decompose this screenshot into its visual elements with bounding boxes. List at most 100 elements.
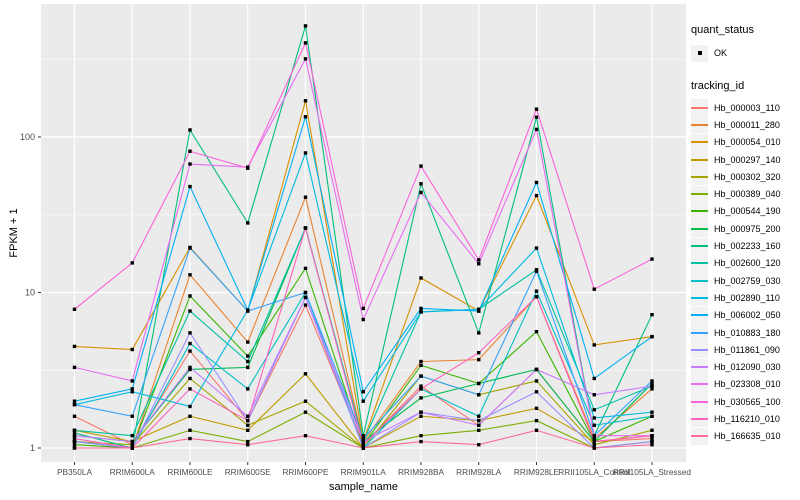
data-point (419, 276, 423, 280)
x-tick-label: RRIM928BA (398, 467, 445, 477)
legend-key (691, 99, 708, 117)
data-point (188, 428, 192, 432)
legend-key (691, 168, 708, 186)
data-point (188, 404, 192, 409)
y-tick-label: 1 (30, 443, 35, 453)
legend-item-label: Hb_000389_040 (714, 189, 781, 200)
legend-item: Hb_000297_140 (691, 151, 799, 169)
ok-square-point-icon (697, 51, 702, 55)
legend-item-ok: OK (691, 43, 799, 63)
series-color-line-icon (691, 348, 708, 351)
gridlines-major (41, 4, 686, 462)
legend-item-label: Hb_000011_280 (714, 119, 780, 130)
data-point (534, 418, 539, 423)
data-point (477, 428, 481, 432)
data-point (188, 349, 192, 353)
legend-item: Hb_002233_160 (691, 237, 799, 255)
data-point (477, 258, 481, 262)
data-point (592, 423, 596, 427)
data-point (246, 221, 250, 225)
data-point (361, 433, 365, 438)
data-point (72, 439, 77, 444)
x-axis-title: sample_name (328, 481, 399, 493)
series-color-line-icon (691, 141, 708, 144)
data-point (477, 418, 481, 423)
data-point (246, 354, 250, 358)
data-point (534, 193, 539, 198)
data-point (188, 273, 192, 277)
y-tick-label: 10 (25, 288, 35, 298)
data-point (72, 433, 77, 438)
data-point (477, 381, 481, 386)
data-point (188, 376, 192, 381)
legend-item: Hb_116210_010 (691, 410, 799, 428)
data-point (72, 307, 77, 311)
legend-item-label: Hb_166635_010 (714, 431, 781, 442)
data-point (303, 303, 308, 307)
legend-item: Hb_006002_050 (691, 306, 799, 324)
data-point (592, 416, 596, 420)
data-point (303, 266, 308, 271)
series-color-line-icon (691, 227, 708, 230)
data-point (419, 433, 423, 438)
data-point (361, 446, 365, 450)
data-point (650, 384, 654, 388)
data-point (188, 367, 192, 372)
data-point (534, 390, 539, 394)
data-point (419, 396, 423, 400)
data-point (130, 390, 134, 394)
data-point (534, 367, 539, 372)
data-point (188, 365, 192, 370)
data-point (130, 443, 134, 447)
data-point (650, 433, 654, 438)
legend-item: Hb_000054_010 (691, 133, 799, 151)
legend-key (691, 254, 708, 272)
data-point (419, 310, 423, 314)
legend-item-label: Hb_116210_010 (714, 413, 780, 424)
data-point (650, 387, 654, 391)
data-point (534, 289, 539, 293)
data-point (477, 393, 481, 397)
data-point (188, 162, 192, 166)
legend-item: Hb_000003_110 (691, 99, 799, 117)
series-color-line-icon (691, 158, 708, 161)
legend-item-label: Hb_000003_110 (714, 102, 780, 113)
data-point (303, 57, 308, 61)
data-point (130, 446, 134, 450)
legend-item-label: Hb_000054_010 (714, 137, 781, 148)
series-color-line-icon (691, 417, 708, 420)
series-color-line-icon (691, 175, 708, 178)
data-point (477, 423, 481, 427)
legend-key (691, 375, 708, 393)
data-point (650, 379, 654, 383)
data-point (650, 443, 654, 447)
x-tick-label: RRIM928LE (514, 467, 560, 477)
data-point (246, 365, 250, 370)
y-tick-labels: 100 10 1 (20, 132, 35, 453)
legend-item: Hb_030565_100 (691, 393, 799, 411)
data-point (72, 431, 77, 435)
data-point (419, 363, 423, 368)
data-point (303, 290, 308, 295)
data-point (419, 359, 423, 364)
data-point (72, 365, 77, 370)
data-point (188, 184, 192, 189)
series-color-line-icon (691, 383, 708, 386)
data-point (419, 414, 423, 418)
legend-item: Hb_010883_180 (691, 324, 799, 341)
data-point (534, 406, 539, 411)
data-point (72, 428, 77, 432)
series-color-line-icon (691, 245, 708, 248)
legend-item-label: Hb_012090_030 (714, 362, 781, 373)
series-color-line-icon (691, 400, 708, 403)
data-point (534, 294, 539, 299)
data-point (534, 269, 539, 273)
legend-item: Hb_000975_200 (691, 220, 799, 238)
data-point (419, 387, 423, 391)
data-point (188, 341, 192, 346)
legend-key (691, 306, 708, 324)
legend-item: Hb_002600_120 (691, 254, 799, 272)
tracking-id-legend-title: tracking_id (691, 80, 745, 92)
legend-key (691, 410, 708, 428)
